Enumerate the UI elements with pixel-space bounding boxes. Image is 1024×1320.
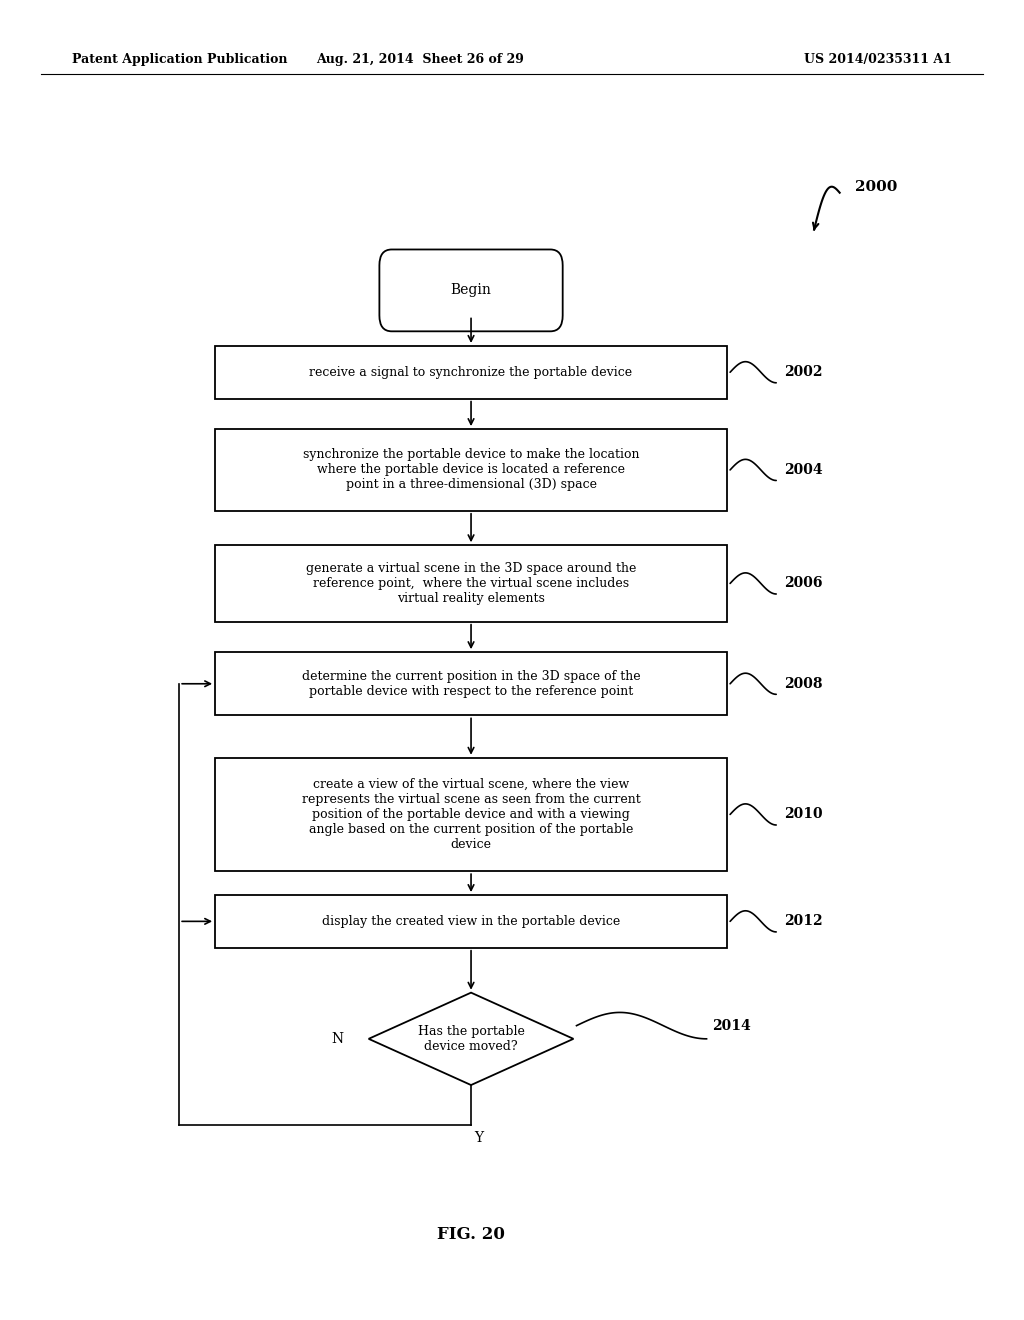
Bar [215, 346, 727, 399]
Text: Begin: Begin [451, 284, 492, 297]
Text: generate a virtual scene in the 3D space around the
reference point,  where the : generate a virtual scene in the 3D space… [306, 562, 636, 605]
Text: 2012: 2012 [784, 915, 823, 928]
Text: US 2014/0235311 A1: US 2014/0235311 A1 [805, 53, 952, 66]
Bar [215, 758, 727, 871]
FancyBboxPatch shape [379, 249, 563, 331]
Text: 2004: 2004 [784, 463, 823, 477]
Text: 2014: 2014 [712, 1019, 751, 1032]
Text: 2002: 2002 [784, 366, 823, 379]
Text: 2000: 2000 [855, 181, 897, 194]
Text: Has the portable
device moved?: Has the portable device moved? [418, 1024, 524, 1053]
Text: determine the current position in the 3D space of the
portable device with respe: determine the current position in the 3D… [302, 669, 640, 698]
Text: Y: Y [475, 1131, 483, 1146]
Text: synchronize the portable device to make the location
where the portable device i: synchronize the portable device to make … [303, 449, 639, 491]
Text: 2010: 2010 [784, 808, 823, 821]
Text: 2008: 2008 [784, 677, 823, 690]
Bar [215, 429, 727, 511]
Polygon shape [369, 993, 573, 1085]
Text: N: N [331, 1032, 343, 1045]
Bar [215, 895, 727, 948]
Text: display the created view in the portable device: display the created view in the portable… [322, 915, 621, 928]
Text: receive a signal to synchronize the portable device: receive a signal to synchronize the port… [309, 366, 633, 379]
Text: 2006: 2006 [784, 577, 823, 590]
Text: Patent Application Publication: Patent Application Publication [72, 53, 287, 66]
Bar [215, 652, 727, 715]
Text: FIG. 20: FIG. 20 [437, 1226, 505, 1242]
Bar [215, 545, 727, 622]
Text: Aug. 21, 2014  Sheet 26 of 29: Aug. 21, 2014 Sheet 26 of 29 [315, 53, 524, 66]
Text: create a view of the virtual scene, where the view
represents the virtual scene : create a view of the virtual scene, wher… [302, 777, 640, 851]
